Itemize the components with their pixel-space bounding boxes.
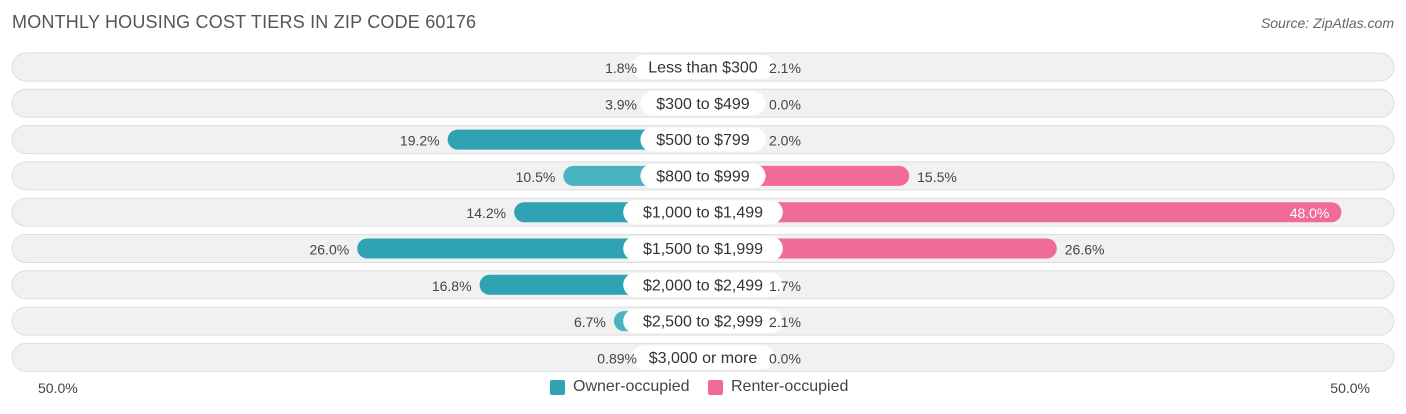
category-label-pill — [623, 309, 783, 334]
category-label: $1,500 to $1,999 — [643, 241, 763, 258]
legend-swatch-owner — [550, 379, 565, 395]
legend: Owner-occupied Renter-occupied — [0, 378, 1406, 400]
renter-value-label: 26.6% — [1065, 242, 1105, 258]
owner-value-label: 0.89% — [597, 350, 637, 366]
category-label-pill — [640, 163, 766, 188]
owner-value-label: 19.2% — [400, 133, 440, 149]
category-label-pill — [631, 345, 775, 370]
category-label-pill — [623, 200, 783, 225]
category-label: $2,000 to $2,499 — [643, 277, 763, 294]
renter-bar — [703, 238, 1057, 259]
legend-item-renter[interactable]: Renter-occupied — [708, 378, 848, 396]
axis-left-label: 50.0% — [38, 380, 78, 396]
legend-item-owner[interactable]: Owner-occupied — [550, 378, 690, 396]
category-label: $500 to $799 — [656, 132, 750, 149]
legend-label-renter: Renter-occupied — [731, 378, 849, 395]
owner-bar — [447, 129, 703, 150]
renter-value-label: 2.0% — [769, 133, 801, 149]
owner-value-label: 6.7% — [574, 314, 606, 330]
renter-value-label: 2.1% — [769, 60, 801, 76]
owner-value-label: 3.9% — [605, 96, 637, 112]
legend-label-owner: Owner-occupied — [573, 378, 690, 395]
housing-cost-chart: Less than $300 1.8% 2.1% $300 to $499 3.9% 0.… — [11, 52, 1395, 372]
chart-title: MONTHLY HOUSING COST TIERS IN ZIP CODE 6… — [12, 12, 477, 32]
category-label: $800 to $999 — [656, 168, 750, 185]
renter-value-label: 0.0% — [769, 96, 801, 112]
category-label: $2,500 to $2,999 — [643, 314, 763, 331]
axis-right-label: 50.0% — [1330, 380, 1370, 396]
renter-bar — [703, 202, 1342, 223]
renter-value-label: 0.0% — [769, 350, 801, 366]
category-label: $300 to $499 — [656, 96, 750, 113]
category-label-pill — [623, 236, 783, 261]
legend-swatch-renter — [708, 379, 723, 395]
category-label: $3,000 or more — [649, 350, 758, 367]
category-label: $1,000 to $1,499 — [643, 205, 763, 222]
owner-value-label: 26.0% — [309, 242, 349, 258]
source-label: Source: ZipAtlas.com — [1260, 15, 1394, 31]
renter-value-label: 48.0% — [1290, 205, 1330, 221]
category-label: Less than $300 — [648, 60, 758, 77]
category-label-pill — [623, 272, 783, 297]
owner-bar — [357, 238, 703, 259]
renter-value-label: 15.5% — [917, 169, 957, 185]
category-label-pill — [631, 55, 775, 79]
owner-value-label: 10.5% — [516, 169, 556, 185]
renter-value-label: 2.1% — [769, 314, 801, 330]
renter-value-label: 1.7% — [769, 278, 801, 294]
owner-value-label: 1.8% — [605, 60, 637, 76]
category-label-pill — [640, 127, 766, 152]
owner-value-label: 16.8% — [432, 278, 472, 294]
category-label-pill — [640, 91, 766, 116]
owner-value-label: 14.2% — [466, 205, 506, 221]
